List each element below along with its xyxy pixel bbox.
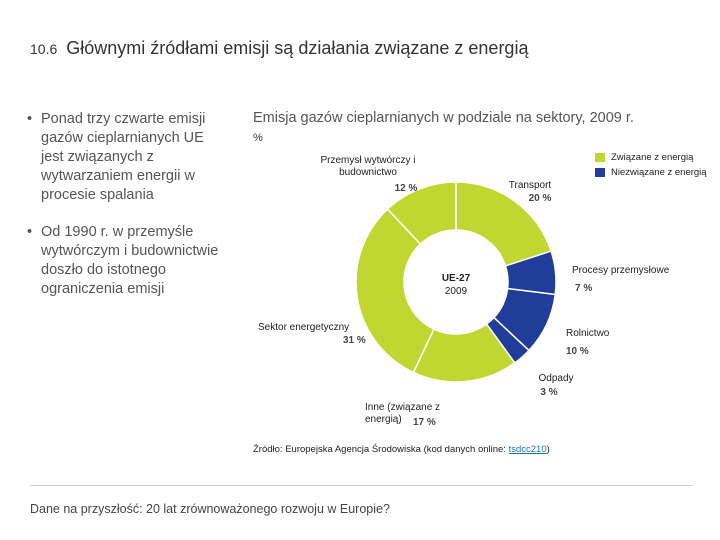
donut-slice: [355, 208, 435, 374]
legend-label: Związane z energią: [611, 152, 694, 163]
slice-value-label: 20 %: [529, 193, 552, 204]
slice-value-label: 12 %: [395, 183, 418, 194]
donut-slice: [386, 181, 457, 246]
footer-divider: [30, 485, 692, 486]
source-prefix: Źródło: Europejska Agencja Środowiska (k…: [253, 444, 509, 455]
slice-label: Inne (związane z energią): [365, 402, 440, 425]
chart-title: Emisja gazów cieplarnianych w podziale n…: [253, 110, 634, 126]
slice-label: Odpady: [538, 373, 573, 384]
slide-title: 10.6 Głównymi źródłami emisji są działan…: [30, 38, 528, 59]
bullet-item: Od 1990 r. w przemyśle wytwórczym i budo…: [27, 223, 227, 299]
bullet-list: Ponad trzy czwarte emisji gazów cieplarn…: [27, 110, 227, 317]
center-label: UE-27: [442, 273, 471, 284]
footer-text: Dane na przyszłość: 20 lat zrównoważoneg…: [30, 502, 390, 516]
center-sublabel: 2009: [445, 286, 468, 297]
donut-slice: [455, 181, 553, 267]
slice-label: Przemysł wytwórczy i budownictwo: [320, 155, 415, 178]
chart-legend: Związane z energią Niezwiązane z energią: [595, 150, 707, 180]
slice-value-label: 3 %: [540, 387, 557, 398]
slice-label: Sektor energetyczny: [258, 322, 349, 333]
slice-label: Rolnictwo: [566, 328, 610, 339]
slice-value-label: 31 %: [343, 335, 366, 346]
source-note: Źródło: Europejska Agencja Środowiska (k…: [253, 444, 550, 455]
legend-label: Niezwiązane z energią: [611, 167, 707, 178]
slide-heading: Głównymi źródłami emisji są działania zw…: [66, 38, 529, 58]
legend-swatch-non-energy: [595, 168, 605, 177]
slide-number: 10.6: [30, 41, 58, 57]
legend-item-non-energy: Niezwiązane z energią: [595, 165, 707, 180]
slice-label: Transport: [509, 180, 552, 191]
source-link[interactable]: tsdcc210: [508, 444, 547, 455]
slice-label: Procesy przemysłowe: [572, 265, 670, 276]
legend-item-energy: Związane z energią: [595, 150, 707, 165]
slice-value-label: 7 %: [575, 283, 592, 294]
chart-unit: %: [253, 132, 263, 144]
slice-value-label: 10 %: [566, 346, 589, 357]
bullet-item: Ponad trzy czwarte emisji gazów cieplarn…: [27, 110, 227, 205]
source-suffix: ): [546, 444, 550, 455]
slice-value-label: 17 %: [413, 417, 436, 428]
legend-swatch-energy: [595, 153, 605, 162]
